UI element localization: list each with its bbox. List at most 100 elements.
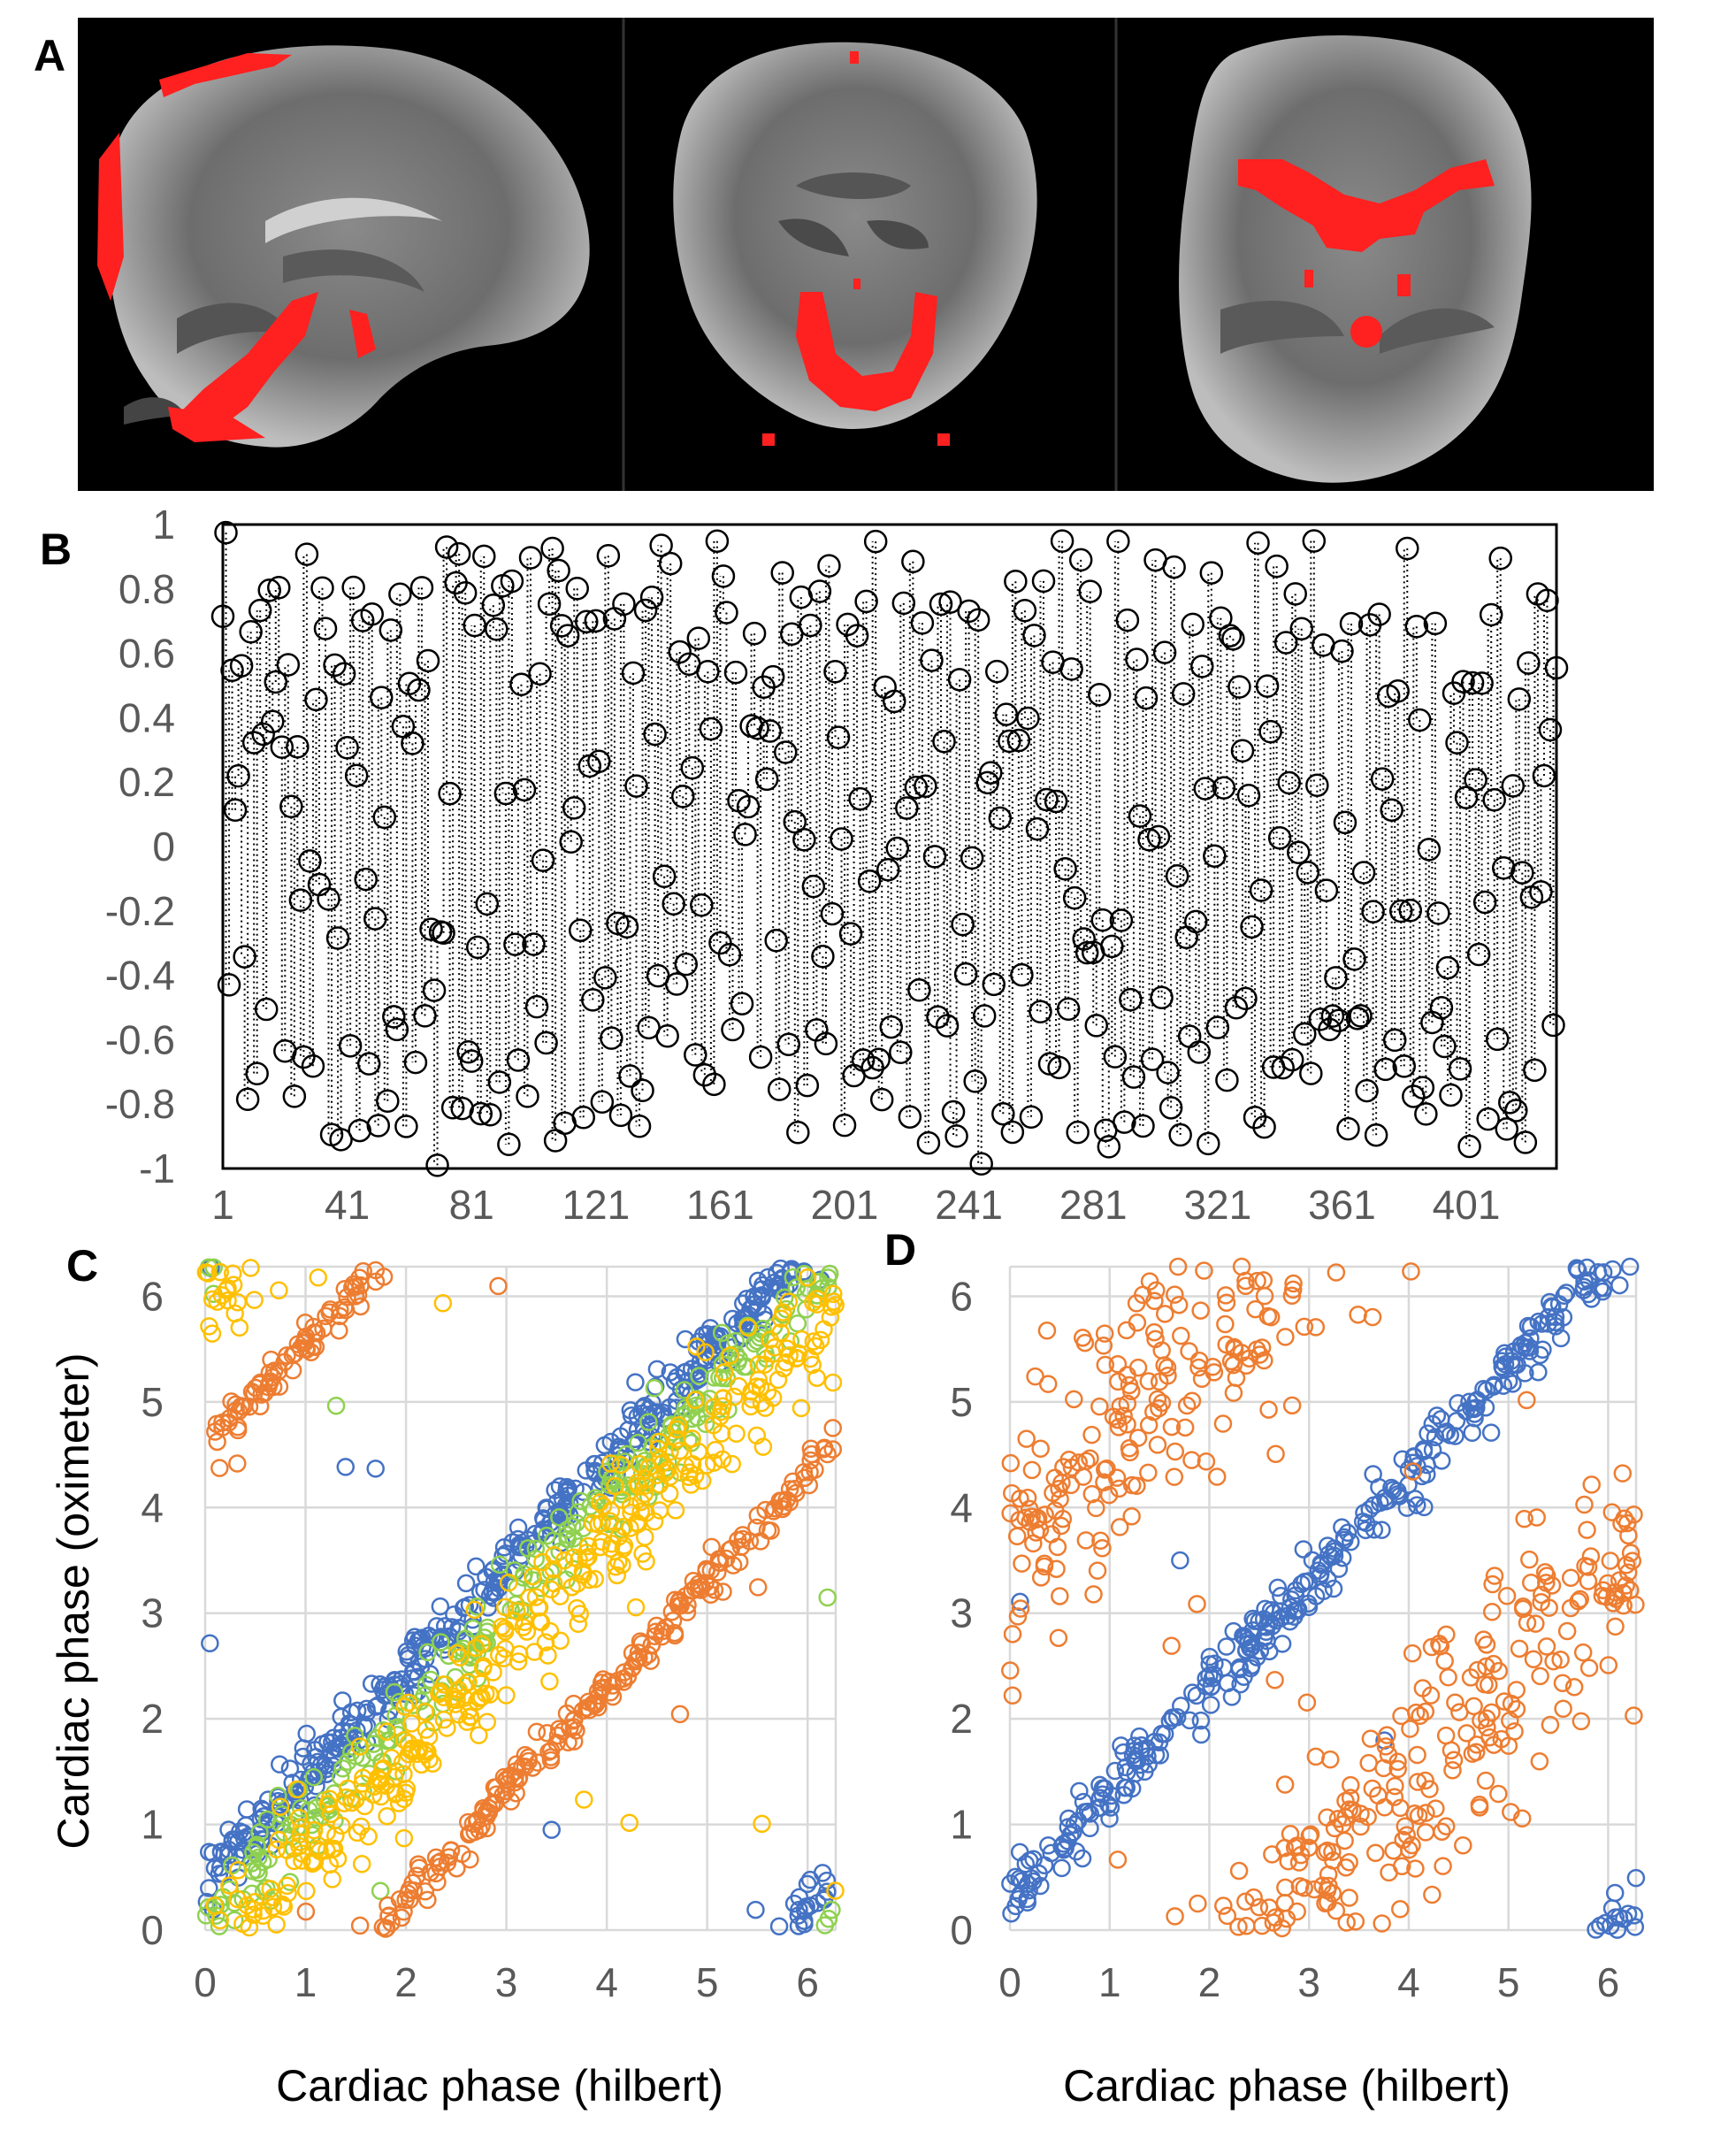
scatter-point [580, 1570, 599, 1590]
scatter-point [210, 1917, 229, 1935]
scatter-point [249, 1864, 268, 1882]
scatter-point [1109, 1418, 1128, 1437]
scatter-point [1446, 1693, 1465, 1712]
y-tick-label: 5 [950, 1379, 973, 1425]
b-data-point [953, 962, 978, 986]
x-tick-label: 0 [194, 1959, 217, 2005]
scatter-point [1189, 1894, 1207, 1913]
scatter-point [1521, 1317, 1541, 1337]
scatter-point [1222, 1688, 1242, 1706]
y-tick-label: 6 [950, 1273, 973, 1319]
scatter-point [1363, 1779, 1382, 1798]
scatter-point [815, 1916, 835, 1935]
scatter-point [366, 1460, 385, 1478]
b-data-point [1103, 1045, 1128, 1069]
scatter-point [630, 1454, 649, 1474]
b-data-point [1115, 608, 1140, 632]
b-data-point [699, 716, 723, 741]
scatter-point [374, 1268, 394, 1286]
scatter-point [1139, 1463, 1158, 1483]
b-data-point [721, 1017, 745, 1042]
b-data-point [1495, 1117, 1519, 1141]
scatter-point [1553, 1674, 1572, 1692]
scatter-point [1463, 1423, 1481, 1443]
scatter-point [709, 1550, 729, 1568]
b-data-point [723, 660, 748, 685]
b-data-point [670, 785, 695, 808]
b-data-point [1305, 773, 1329, 798]
scatter-point [1078, 1802, 1097, 1821]
scatter-point [1076, 1452, 1096, 1471]
scatter-point [631, 1632, 650, 1651]
scatter-point [223, 1264, 242, 1283]
scatter-point [1620, 1257, 1640, 1276]
b-data-point [1404, 615, 1429, 639]
scatter-point [1572, 1712, 1591, 1731]
scatter-point [1573, 1643, 1593, 1662]
scatter-point [1128, 1314, 1147, 1332]
b-data-point [1097, 1135, 1121, 1159]
scatter-point [1423, 1440, 1442, 1460]
b-data-point [1361, 900, 1385, 923]
b-data-point [1053, 857, 1077, 881]
b-data-point [876, 857, 900, 882]
scatter-point [1156, 1305, 1174, 1323]
scatter-point [748, 1298, 767, 1317]
scatter-point [1578, 1258, 1596, 1277]
scatter-point [570, 1550, 588, 1569]
scatter-point [516, 1536, 535, 1556]
scatter-point [1561, 1598, 1580, 1618]
scatter-point [475, 1581, 493, 1599]
scatter-point [280, 1759, 300, 1778]
scatter-point [338, 1288, 356, 1306]
b-data-point [608, 1103, 633, 1128]
scatter-point [1443, 1760, 1462, 1780]
b-data-point [440, 1095, 465, 1120]
scatter-point [199, 1843, 218, 1861]
b-data-point [1218, 624, 1243, 647]
scatter-point [1403, 1643, 1422, 1663]
scatter-point [807, 1290, 827, 1308]
b-y-tick-label: -0.2 [105, 888, 175, 934]
b-data-point [1429, 996, 1454, 1020]
scatter-point [1392, 1857, 1411, 1875]
scatter-point [1482, 1703, 1501, 1722]
scatter-point [762, 1278, 781, 1298]
x-tick-label: 6 [1597, 1959, 1620, 2005]
scatter-point [1145, 1291, 1164, 1310]
scatter-point [1406, 1859, 1425, 1878]
b-data-point [649, 533, 673, 557]
scatter-point [751, 1532, 770, 1551]
scatter-point [245, 1291, 264, 1309]
b-data-point [1408, 708, 1432, 732]
y-tick-label: 3 [950, 1590, 973, 1636]
scatter-point [1172, 1697, 1190, 1715]
scatter-point [431, 1597, 450, 1616]
scatter-point [499, 1574, 518, 1592]
scatter-point [697, 1561, 715, 1581]
scatter-point [803, 1355, 822, 1375]
b-data-point [344, 763, 369, 788]
scatter-point [1625, 1906, 1644, 1925]
b-data-point [469, 1101, 493, 1126]
scatter-point [1594, 1263, 1613, 1282]
b-data-point [282, 1084, 307, 1108]
scatter-point [495, 1598, 515, 1617]
scatter-point [1483, 1575, 1502, 1594]
b-data-point [1299, 1061, 1323, 1085]
scatter-point [1337, 1913, 1356, 1932]
scatter-point [1484, 1654, 1503, 1674]
scatter-point [447, 1644, 467, 1663]
scatter-point [1052, 1516, 1071, 1536]
b-data-point [823, 660, 847, 684]
scatter-point [1075, 1333, 1095, 1352]
scatter-point [1320, 1750, 1340, 1769]
b-data-point [485, 617, 509, 641]
scatter-point [1051, 1587, 1069, 1605]
scatter-point [795, 1912, 814, 1930]
scatter-point [1252, 1338, 1272, 1357]
b-data-point [941, 1099, 966, 1124]
scatter-point [629, 1643, 648, 1662]
b-data-point [957, 599, 981, 624]
y-tick-label: 3 [141, 1590, 164, 1636]
